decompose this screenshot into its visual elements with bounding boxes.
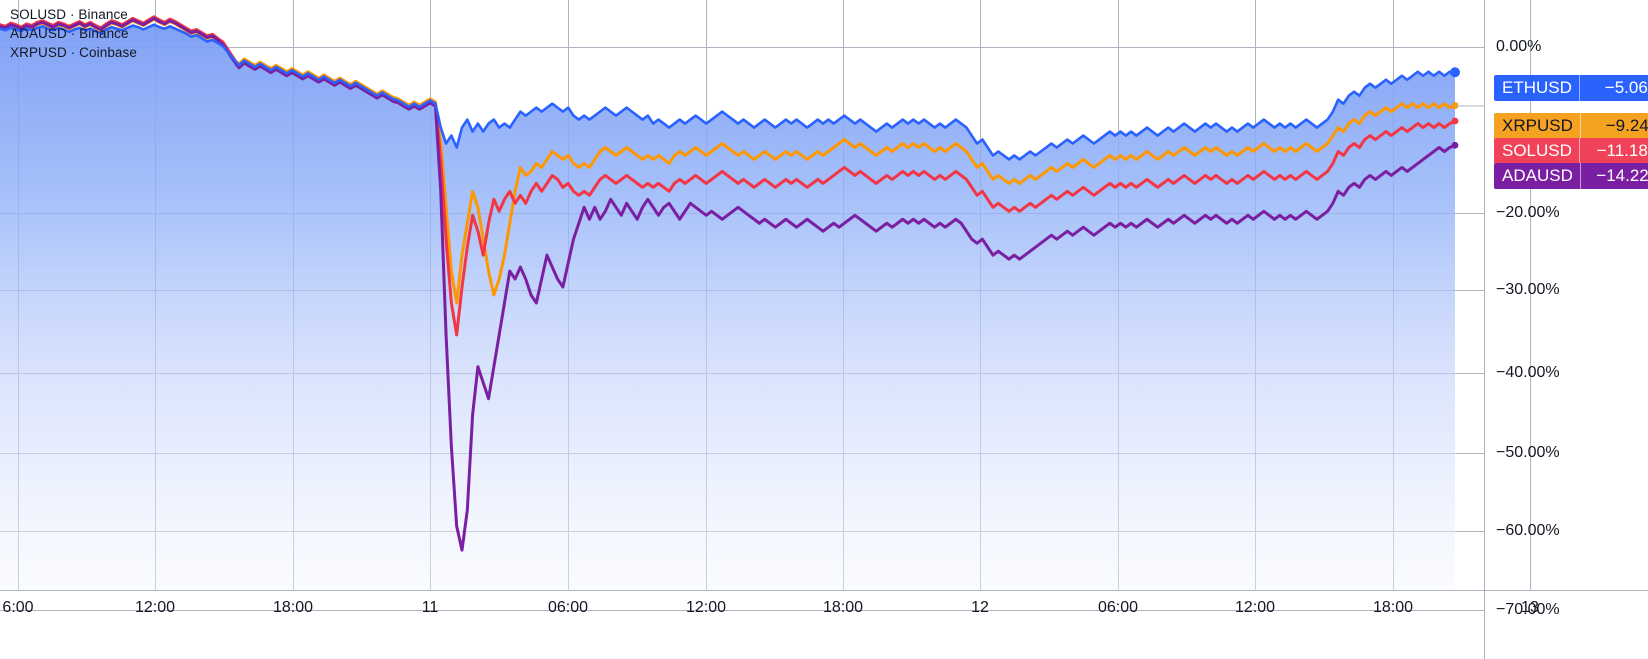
badge-value-label: −11.18%	[1596, 141, 1648, 160]
badge-symbol-label: SOLUSD	[1502, 141, 1572, 160]
badge-divider	[1578, 138, 1580, 164]
series-end-markers	[1450, 67, 1460, 149]
value-badge-solusd[interactable]: SOLUSD −11.18%	[1494, 138, 1648, 164]
series-line-ethusd	[0, 23, 1455, 161]
end-marker-ethusd	[1450, 67, 1460, 78]
badge-symbol-label: XRPUSD	[1502, 116, 1573, 135]
badge-symbol-label: ADAUSD	[1502, 166, 1573, 185]
value-badge-ethusd[interactable]: ETHUSD −5.06%	[1494, 75, 1648, 101]
badge-divider	[1578, 75, 1580, 101]
value-badge-xrpusd[interactable]: XRPUSD −9.24%	[1494, 113, 1648, 139]
end-marker-solusd	[1451, 117, 1459, 125]
badge-divider	[1579, 163, 1581, 189]
badge-value-label: −5.06%	[1604, 78, 1648, 97]
badge-divider	[1579, 113, 1581, 139]
badge-symbol-label: ETHUSD	[1502, 78, 1572, 97]
series-line-adausd	[0, 16, 1455, 552]
end-marker-adausd	[1451, 141, 1459, 149]
badge-value-label: −9.24%	[1605, 116, 1648, 135]
badge-value-label: −14.22%	[1596, 166, 1648, 185]
value-badge-adausd[interactable]: ADAUSD −14.22%	[1494, 163, 1648, 189]
end-marker-xrpusd	[1451, 102, 1459, 109]
